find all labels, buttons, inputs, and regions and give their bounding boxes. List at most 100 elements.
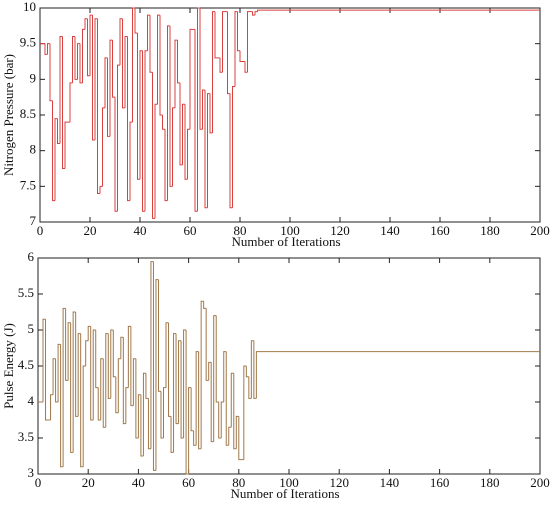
line-step: [134, 8, 138, 34]
line-step: [135, 358, 139, 439]
line-step: [152, 261, 156, 471]
line-step: [152, 72, 155, 219]
line-step: [44, 43, 48, 55]
line-step: [87, 325, 91, 341]
line-step: [180, 340, 184, 439]
line-step: [122, 337, 126, 425]
line-step: [160, 391, 164, 439]
line-step: [165, 322, 169, 388]
line-step: [200, 300, 204, 449]
line-step: [67, 322, 71, 381]
line-step: [117, 358, 121, 413]
line-step: [114, 97, 118, 212]
line-step: [139, 50, 143, 180]
line-step: [147, 14, 150, 51]
line-step: [198, 351, 202, 450]
line-step: [55, 358, 59, 403]
line-step: [52, 100, 55, 202]
line-step: [127, 325, 131, 388]
line-step: [172, 107, 175, 187]
line-step: [178, 340, 182, 424]
line-step: [77, 43, 80, 80]
x-tick-label: 200: [530, 223, 550, 238]
line-step: [202, 89, 205, 130]
line-step: [154, 103, 158, 219]
line-step: [52, 358, 56, 395]
line-step: [60, 344, 64, 468]
line-step: [150, 261, 154, 449]
y-axis-title: Nitrogen Pressure (bar): [1, 54, 16, 176]
line-step: [99, 185, 103, 194]
line-step: [177, 40, 180, 84]
line-step: [95, 330, 99, 389]
line-step: [174, 39, 178, 108]
line-step: [245, 366, 249, 378]
x-tick-label: 160: [430, 223, 450, 238]
line-step: [107, 57, 110, 137]
line-step: [92, 15, 95, 141]
line-step: [155, 279, 159, 471]
line-step: [125, 387, 129, 424]
y-tick-label: 10: [23, 0, 36, 14]
line-step: [79, 43, 83, 84]
y-tick-label: 9.5: [20, 35, 36, 50]
line-step: [213, 315, 217, 442]
line-step: [204, 90, 208, 209]
line-step: [145, 373, 149, 399]
line-step: [120, 336, 124, 359]
line-step: [188, 387, 192, 474]
line-step: [208, 361, 212, 381]
line-step: [232, 85, 235, 208]
x-tick-label: 100: [280, 223, 300, 238]
line-step: [94, 18, 98, 140]
line-step: [244, 61, 248, 73]
line-step: [74, 36, 78, 80]
line-step: [237, 11, 240, 52]
line-step: [207, 93, 210, 208]
line-step: [64, 121, 68, 169]
line-step: [137, 32, 140, 180]
line-step: [230, 372, 234, 428]
line-step: [132, 7, 135, 123]
line-step: [137, 394, 141, 438]
line-step: [227, 11, 230, 95]
line-step: [159, 15, 163, 116]
y-tick-label: 3: [28, 465, 35, 480]
line-step: [254, 11, 258, 16]
line-step: [163, 387, 167, 438]
line-step: [228, 426, 232, 446]
line-step: [222, 11, 225, 73]
y-tick-label: 7: [30, 213, 37, 228]
y-tick-label: 8: [30, 142, 37, 157]
y-tick-label: 5: [28, 321, 35, 336]
line-step: [62, 36, 65, 169]
line-step: [115, 376, 119, 414]
line-step: [112, 40, 115, 98]
line-step: [193, 430, 197, 446]
x-axis-title: Number of Iterations: [230, 486, 339, 501]
line-step: [255, 351, 259, 399]
x-tick-label: 120: [330, 223, 350, 238]
line-step: [89, 14, 93, 76]
line-step: [220, 401, 224, 438]
line-step: [190, 387, 194, 432]
x-axis-title: Number of Iterations: [231, 234, 340, 249]
plot-area: [39, 7, 541, 223]
line-step: [104, 57, 108, 108]
line-step: [225, 351, 229, 446]
line-step: [49, 43, 53, 102]
line-step: [175, 333, 179, 425]
line-step: [195, 351, 199, 446]
line-step: [80, 333, 84, 468]
line-step: [199, 8, 203, 130]
line-step: [85, 340, 89, 366]
line-step: [203, 301, 207, 309]
line-step: [147, 398, 151, 450]
line-step: [75, 312, 79, 417]
line-step: [189, 28, 193, 130]
line-step: [62, 307, 66, 467]
line-step: [72, 36, 75, 83]
line-step: [235, 415, 239, 449]
line-step: [130, 326, 134, 407]
line-step: [229, 93, 233, 209]
